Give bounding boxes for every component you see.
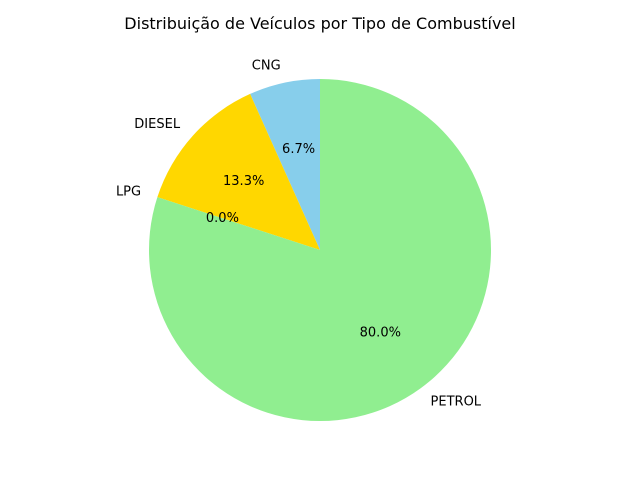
pie-slices <box>149 79 492 422</box>
slice-label-petrol: PETROL <box>431 395 482 410</box>
pie-slice-diesel <box>157 93 320 250</box>
slice-label-lpg: LPG <box>116 184 141 199</box>
pie-slice-petrol <box>149 79 492 422</box>
slice-label-cng: CNG <box>252 59 281 74</box>
chart-title: Distribuição de Veículos por Tipo de Com… <box>124 14 515 33</box>
pie-labels: CNG 6.7% DIESEL 13.3% LPG 0.0% PETROL 80.0% <box>116 59 482 410</box>
slice-label-diesel: DIESEL <box>134 117 181 132</box>
slice-pct-lpg: 0.0% <box>206 211 239 226</box>
pie-slice-cng <box>250 79 320 250</box>
slice-pct-diesel: 13.3% <box>223 174 264 189</box>
slice-pct-petrol: 80.0% <box>360 326 401 341</box>
slice-pct-cng: 6.7% <box>282 142 315 157</box>
